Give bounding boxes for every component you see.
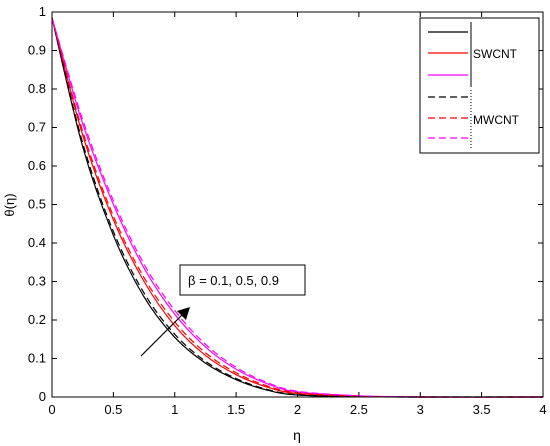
y-tick-label: 0.7 — [28, 120, 46, 135]
annotation-box — [179, 264, 306, 296]
y-tick-label: 0.5 — [28, 197, 46, 212]
plot-frame — [51, 11, 544, 398]
annotation-arrow-shaft — [140, 312, 185, 357]
y-tick-label: 0.2 — [28, 312, 46, 327]
tick-layer: 0 0.5 1 1.5 2 2.5 3 3.5 4 0 0.1 0.2 0.3 0.4 0.5 0.6 0.7 0… — [28, 4, 547, 417]
annotation-arrow-head — [177, 307, 190, 320]
y-tick-label: 0.4 — [28, 235, 46, 250]
legend-label-mwcnt: MWCNT — [473, 113, 520, 127]
legend-label-swcnt: SWCNT — [473, 47, 518, 61]
y-tick-label: 0.9 — [28, 43, 46, 58]
series-line-mwcnt-4 — [51, 17, 544, 398]
legend: SWCNT MWCNT — [419, 17, 540, 154]
x-axis-label: η — [293, 427, 301, 443]
annotation: β = 0.1, 0.5, 0.9 — [140, 264, 306, 357]
x-tick-label: 3 — [417, 402, 424, 417]
x-tick-label: 4 — [539, 402, 546, 417]
x-tick-label: 1.5 — [227, 402, 245, 417]
x-tick-label: 1 — [171, 402, 178, 417]
y-tick-label: 0.6 — [28, 158, 46, 173]
y-tick-label: 0.3 — [28, 274, 46, 289]
y-tick-label: 0.1 — [28, 351, 46, 366]
x-tick-label: 3.5 — [473, 402, 491, 417]
x-tick-label: 0 — [48, 402, 55, 417]
y-tick-label: 0 — [39, 389, 46, 404]
x-tick-label: 2 — [294, 402, 301, 417]
y-tick-label: 0.8 — [28, 81, 46, 96]
y-tick-label: 1 — [39, 4, 46, 19]
annotation-text: β = 0.1, 0.5, 0.9 — [188, 273, 279, 288]
legend-box — [419, 17, 540, 154]
x-tick-label: 0.5 — [104, 402, 122, 417]
x-tick-label: 2.5 — [350, 402, 368, 417]
y-axis-label: θ(η) — [2, 193, 17, 216]
